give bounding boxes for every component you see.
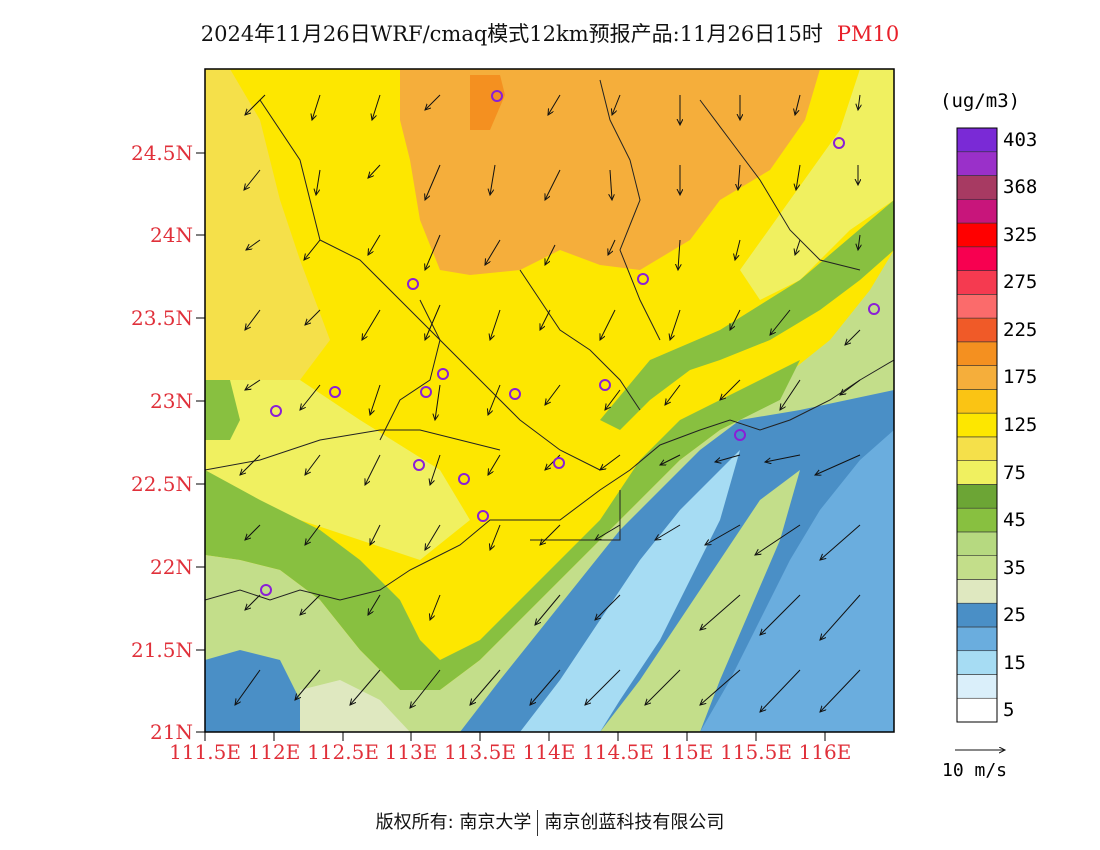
legend-label: 403 xyxy=(1003,128,1038,151)
legend-swatch xyxy=(956,579,998,604)
map-title: 2024年11月26日WRF/cmaq模式12km预报产品:11月26日15时 P… xyxy=(0,18,1100,48)
legend-label: 275 xyxy=(1003,271,1038,294)
y-tick-label: 21.5N xyxy=(130,638,193,662)
legend-swatch xyxy=(956,412,998,438)
footer-divider xyxy=(537,810,539,836)
x-tick-label: 115E xyxy=(660,740,714,764)
legend-label: 25 xyxy=(1003,604,1026,627)
legend-swatch xyxy=(956,484,998,509)
y-tick-label: 23N xyxy=(150,389,193,413)
y-tick-label: 24.5N xyxy=(130,141,193,165)
legend-swatch xyxy=(956,198,998,224)
legend-swatch xyxy=(956,602,998,628)
x-tick-label: 116E xyxy=(798,740,852,764)
footer-company: 南京创蓝科技有限公司 xyxy=(544,812,725,833)
legend-label: 15 xyxy=(1003,651,1026,674)
legend-label: 45 xyxy=(1003,509,1026,532)
legend-label: 175 xyxy=(1003,366,1038,389)
legend-swatch xyxy=(956,317,998,343)
legend-swatch xyxy=(956,127,998,153)
legend-swatch xyxy=(956,460,998,485)
y-tick-label: 21N xyxy=(150,720,193,744)
legend-colorbar xyxy=(956,127,998,723)
station-markers xyxy=(260,90,880,596)
legend-label: 75 xyxy=(1003,461,1026,484)
y-tick-label: 22N xyxy=(150,555,193,579)
legend-swatch xyxy=(956,151,998,176)
x-tick-label: 115.5E xyxy=(720,740,792,764)
legend-swatch xyxy=(956,389,998,414)
legend-swatch xyxy=(956,341,998,366)
legend-label: 368 xyxy=(1003,176,1038,199)
legend-swatch xyxy=(956,294,998,319)
legend-swatch xyxy=(956,507,998,533)
x-tick-label: 111.5E xyxy=(169,740,241,764)
legend-frame xyxy=(956,127,998,723)
y-tick-label: 24N xyxy=(150,223,193,247)
title-text: 2024年11月26日WRF/cmaq模式12km预报产品:11月26日15时 xyxy=(200,22,823,46)
legend-swatch xyxy=(956,674,998,699)
legend-swatch xyxy=(956,531,998,556)
x-tick-label: 113.5E xyxy=(444,740,516,764)
y-tick-label: 23.5N xyxy=(130,306,193,330)
legend-swatch xyxy=(956,697,998,723)
legend-label: 225 xyxy=(1003,318,1038,341)
legend-swatch xyxy=(956,626,998,652)
footer-copyright: 版权所有: 南京大学 xyxy=(375,812,532,833)
legend-unit: (ug/m3) xyxy=(940,90,1021,112)
wind-vectors xyxy=(235,94,860,712)
legend-swatch xyxy=(956,436,998,461)
axis-ticks xyxy=(196,152,826,741)
footer: 版权所有: 南京大学 南京创蓝科技有限公司 xyxy=(0,808,1100,836)
legend-swatch xyxy=(956,555,998,580)
legend-swatch xyxy=(956,270,998,295)
legend-swatch xyxy=(956,222,998,248)
legend-swatch xyxy=(956,365,998,390)
x-tick-label: 112E xyxy=(247,740,301,764)
legend-label: 5 xyxy=(1003,699,1015,722)
variable-label: PM10 xyxy=(836,22,900,46)
wind-reference-label: 10 m/s xyxy=(942,760,1008,781)
legend-swatch xyxy=(956,650,998,675)
x-tick-label: 113E xyxy=(384,740,438,764)
legend-label: 35 xyxy=(1003,556,1026,579)
x-tick-label: 114.5E xyxy=(582,740,654,764)
legend-label: 125 xyxy=(1003,414,1038,436)
x-tick-label: 112.5E xyxy=(307,740,379,764)
legend-label: 325 xyxy=(1003,223,1038,246)
contour-fill xyxy=(205,69,894,732)
x-tick-label: 114E xyxy=(522,740,576,764)
y-tick-label: 22.5N xyxy=(130,472,193,496)
legend-swatch xyxy=(956,175,998,200)
legend-swatch xyxy=(956,246,998,271)
